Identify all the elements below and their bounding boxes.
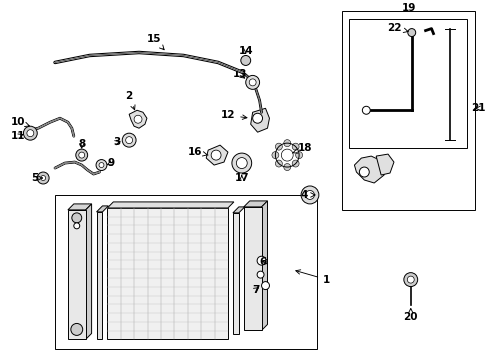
- Text: 15: 15: [146, 33, 164, 50]
- Text: 21: 21: [470, 103, 485, 113]
- Text: 4: 4: [300, 190, 314, 200]
- Circle shape: [79, 152, 84, 158]
- Polygon shape: [107, 202, 233, 208]
- Text: 1: 1: [295, 270, 330, 285]
- Circle shape: [275, 143, 282, 150]
- Circle shape: [249, 79, 256, 86]
- Circle shape: [252, 113, 262, 123]
- Text: 9: 9: [107, 158, 115, 168]
- Circle shape: [301, 186, 318, 204]
- Bar: [348, 19, 466, 148]
- Circle shape: [23, 126, 37, 140]
- Circle shape: [240, 55, 250, 66]
- Text: 2: 2: [125, 91, 135, 110]
- Circle shape: [407, 276, 413, 283]
- Circle shape: [283, 163, 290, 171]
- Polygon shape: [354, 156, 385, 183]
- Circle shape: [261, 282, 269, 289]
- Circle shape: [291, 143, 299, 150]
- Bar: [96, 212, 102, 339]
- Circle shape: [76, 149, 87, 161]
- Circle shape: [211, 150, 221, 160]
- Polygon shape: [375, 154, 393, 175]
- Text: 5: 5: [32, 173, 42, 183]
- Text: 11: 11: [11, 131, 26, 141]
- Text: 16: 16: [188, 147, 208, 157]
- Polygon shape: [68, 204, 91, 210]
- Bar: [68, 210, 85, 339]
- Circle shape: [257, 271, 264, 278]
- Circle shape: [71, 323, 82, 336]
- Text: 22: 22: [386, 23, 407, 33]
- Text: 10: 10: [11, 117, 29, 127]
- Circle shape: [72, 213, 81, 223]
- Circle shape: [295, 152, 302, 159]
- Text: 20: 20: [403, 309, 417, 323]
- Text: 6: 6: [258, 257, 266, 267]
- Bar: [232, 213, 238, 334]
- Bar: [55, 195, 316, 349]
- Polygon shape: [232, 207, 244, 213]
- Text: 12: 12: [220, 110, 246, 120]
- Circle shape: [37, 172, 49, 184]
- Circle shape: [281, 149, 293, 161]
- Circle shape: [74, 223, 80, 229]
- Circle shape: [134, 115, 142, 123]
- Circle shape: [362, 106, 369, 114]
- Text: 14: 14: [238, 45, 253, 55]
- Circle shape: [407, 28, 415, 37]
- Circle shape: [245, 75, 259, 89]
- Circle shape: [283, 140, 290, 147]
- Circle shape: [305, 190, 314, 199]
- Circle shape: [231, 153, 251, 173]
- Polygon shape: [261, 201, 267, 330]
- Polygon shape: [244, 201, 267, 207]
- Text: 3: 3: [113, 137, 121, 147]
- Circle shape: [291, 160, 299, 167]
- Circle shape: [257, 256, 265, 265]
- Circle shape: [125, 137, 132, 144]
- Bar: [244, 207, 261, 330]
- Circle shape: [236, 158, 247, 168]
- Circle shape: [27, 130, 34, 137]
- Circle shape: [275, 160, 282, 167]
- Polygon shape: [129, 110, 146, 128]
- Circle shape: [403, 273, 417, 287]
- Text: 17: 17: [234, 173, 248, 183]
- Polygon shape: [206, 145, 227, 165]
- Circle shape: [271, 152, 278, 159]
- Text: 7: 7: [251, 284, 259, 294]
- Text: 8: 8: [78, 139, 85, 149]
- Text: 13: 13: [232, 69, 246, 80]
- Polygon shape: [250, 108, 269, 132]
- Polygon shape: [85, 204, 91, 339]
- Circle shape: [99, 163, 104, 167]
- Circle shape: [359, 167, 368, 177]
- Text: 18: 18: [292, 143, 312, 153]
- Circle shape: [122, 133, 136, 147]
- Polygon shape: [96, 206, 108, 212]
- Circle shape: [41, 176, 45, 180]
- Bar: [341, 11, 474, 210]
- Circle shape: [96, 159, 107, 171]
- Bar: [107, 208, 227, 339]
- Text: 19: 19: [401, 3, 415, 13]
